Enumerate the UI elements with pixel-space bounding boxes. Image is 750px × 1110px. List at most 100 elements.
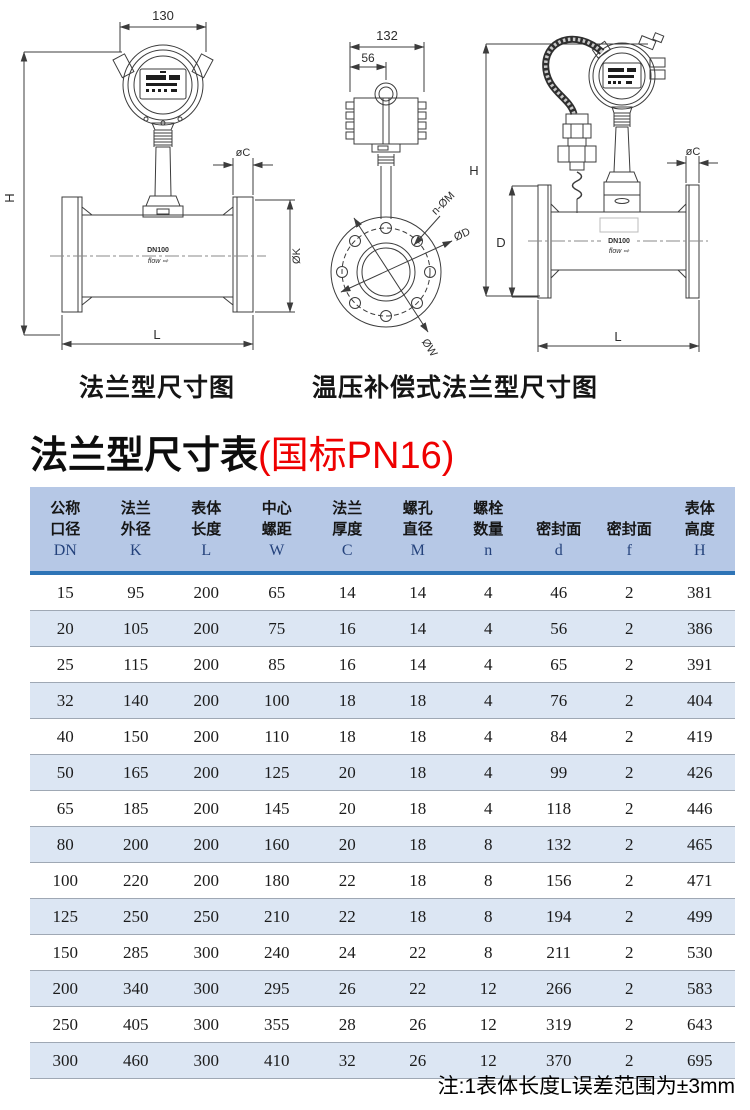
table-cell: 2 xyxy=(594,610,665,647)
table-cell: 28 xyxy=(312,1006,383,1043)
table-cell: 32 xyxy=(30,682,101,719)
table-cell: 20 xyxy=(312,790,383,827)
table-cell: 405 xyxy=(100,1006,171,1043)
section-title: 法兰型尺寸表(国标PN16) xyxy=(30,424,454,479)
flow-direction-label: flow ⇨ xyxy=(148,258,169,265)
table-row: 300 460 300 410 32 26 12 370 2 695 xyxy=(30,1042,735,1079)
table-cell: 250 xyxy=(30,1006,101,1043)
table-cell: 695 xyxy=(664,1042,735,1079)
table-cell: 211 xyxy=(523,934,594,971)
column-header: 法兰 外径 K xyxy=(100,487,171,575)
table-cell: 40 xyxy=(30,718,101,755)
table-cell: 300 xyxy=(171,934,242,971)
dim-l2-label: L xyxy=(614,329,621,344)
table-cell: 85 xyxy=(241,646,312,683)
table-row: 250 405 300 355 28 26 12 319 2 643 xyxy=(30,1006,735,1043)
dim-nom-label: n-ØM xyxy=(429,190,457,218)
dimension-table: 公称 口径 DN 法兰 外径 K 表体 长度 L 中心 螺距 W 法兰 厚度 C 螺孔 直径 M 螺栓 数量 n 密封面 d… xyxy=(30,487,735,1079)
table-cell: 200 xyxy=(171,682,242,719)
table-cell: 465 xyxy=(664,826,735,863)
column-header: 表体 长度 L xyxy=(171,487,242,575)
table-cell: 65 xyxy=(241,573,312,611)
table-row: 20 105 200 75 16 14 4 56 2 386 xyxy=(30,610,735,647)
table-cell: 2 xyxy=(594,790,665,827)
table-cell: 446 xyxy=(664,790,735,827)
table-row: 65 185 200 145 20 18 4 118 2 446 xyxy=(30,790,735,827)
table-cell: 200 xyxy=(171,718,242,755)
table-cell: 410 xyxy=(241,1042,312,1079)
table-cell: 300 xyxy=(171,970,242,1007)
table-cell: 240 xyxy=(241,934,312,971)
pipe-size-label-2: DN100 xyxy=(608,238,630,245)
temp-pressure-compensated-drawing: H xyxy=(469,32,718,352)
dim-130-label: 130 xyxy=(152,8,174,23)
table-cell: 26 xyxy=(312,970,383,1007)
table-cell: 530 xyxy=(664,934,735,971)
table-cell: 460 xyxy=(100,1042,171,1079)
column-header: 螺孔 直径 M xyxy=(382,487,453,575)
table-cell: 26 xyxy=(382,1006,453,1043)
table-cell: 18 xyxy=(312,718,383,755)
table-cell: 2 xyxy=(594,754,665,791)
caption-flange-type: 法兰型尺寸图 xyxy=(78,374,235,402)
table-row: 125 250 250 210 22 18 8 194 2 499 xyxy=(30,898,735,935)
table-cell: 386 xyxy=(664,610,735,647)
table-cell: 110 xyxy=(241,718,312,755)
table-cell: 100 xyxy=(30,862,101,899)
section-title-main: 法兰型尺寸表 xyxy=(30,435,259,477)
column-header: 法兰 厚度 C xyxy=(312,487,383,575)
table-cell: 26 xyxy=(382,1042,453,1079)
table-cell: 8 xyxy=(453,862,524,899)
table-cell: 16 xyxy=(312,646,383,683)
table-cell: 4 xyxy=(453,790,524,827)
table-cell: 2 xyxy=(594,862,665,899)
table-cell: 200 xyxy=(171,826,242,863)
technical-drawings: DN100 flow ⇨ 130 H øC xyxy=(2,8,718,360)
dim-l-label: L xyxy=(153,327,160,342)
table-cell: 15 xyxy=(30,573,101,611)
table-cell: 2 xyxy=(594,573,665,611)
table-cell: 125 xyxy=(30,898,101,935)
table-cell: 4 xyxy=(453,610,524,647)
flow-direction-label-2: flow ⇨ xyxy=(609,248,630,255)
flange-type-drawing: DN100 flow ⇨ 130 H øC xyxy=(2,8,303,350)
table-cell: 2 xyxy=(594,1006,665,1043)
table-cell: 583 xyxy=(664,970,735,1007)
section-title-standard: (国标PN16) xyxy=(258,435,455,477)
table-cell: 125 xyxy=(241,754,312,791)
table-cell: 250 xyxy=(171,898,242,935)
table-cell: 419 xyxy=(664,718,735,755)
table-cell: 156 xyxy=(523,862,594,899)
table-cell: 18 xyxy=(382,682,453,719)
table-cell: 75 xyxy=(241,610,312,647)
caption-temp-pressure-type: 温压补偿式法兰型尺寸图 xyxy=(312,374,599,402)
dim-132-label: 132 xyxy=(376,28,398,43)
table-cell: 132 xyxy=(523,826,594,863)
table-cell: 266 xyxy=(523,970,594,1007)
dim-oc2-label: øC xyxy=(686,146,701,158)
table-cell: 200 xyxy=(30,970,101,1007)
table-cell: 355 xyxy=(241,1006,312,1043)
table-cell: 4 xyxy=(453,718,524,755)
table-row: 150 285 300 240 24 22 8 211 2 530 xyxy=(30,934,735,971)
table-cell: 2 xyxy=(594,898,665,935)
table-cell: 185 xyxy=(100,790,171,827)
table-cell: 200 xyxy=(171,862,242,899)
table-cell: 295 xyxy=(241,970,312,1007)
table-cell: 8 xyxy=(453,826,524,863)
dimension-table-body: 15 95 200 65 14 14 4 46 2 381 20 105 200 75 16 14 4 56 2 38… xyxy=(30,573,735,1079)
table-cell: 200 xyxy=(171,790,242,827)
table-cell: 220 xyxy=(100,862,171,899)
flange-face-drawing: 132 56 xyxy=(330,28,472,360)
table-cell: 180 xyxy=(241,862,312,899)
display-screen xyxy=(146,71,180,92)
table-row: 50 165 200 125 20 18 4 99 2 426 xyxy=(30,754,735,791)
table-row: 25 115 200 85 16 14 4 65 2 391 xyxy=(30,646,735,683)
table-cell: 25 xyxy=(30,646,101,683)
pipe-size-label: DN100 xyxy=(147,247,169,254)
column-header: 螺栓 数量 n xyxy=(453,487,524,575)
table-cell: 65 xyxy=(30,790,101,827)
column-header: 密封面 d xyxy=(523,487,594,575)
table-row: 15 95 200 65 14 14 4 46 2 381 xyxy=(30,573,735,611)
